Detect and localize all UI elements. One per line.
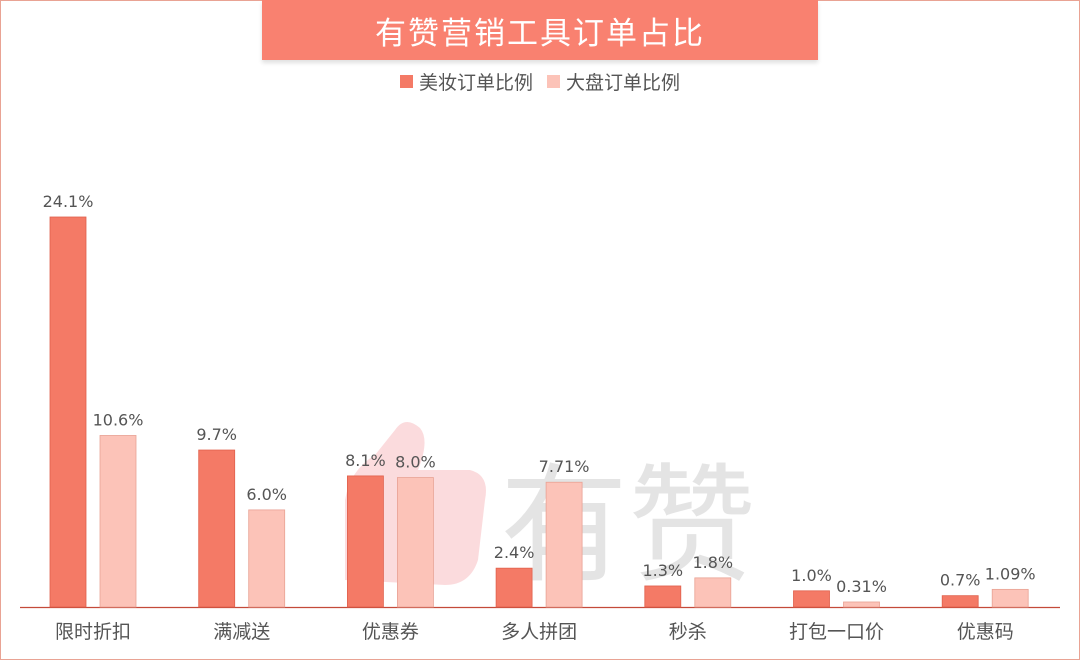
watermark-text: 有赞 [500, 452, 756, 601]
legend-swatch-series-1 [399, 75, 413, 88]
bar-2-6 [991, 588, 1029, 608]
category-label-5: 打包一口价 [789, 621, 884, 643]
value-label-1-0: 24.1% [43, 192, 94, 211]
value-label-1-3: 2.4% [494, 543, 535, 562]
category-label-2: 优惠券 [362, 621, 419, 643]
bar-1-5 [793, 590, 830, 608]
chart-legend: 美妆订单比例 大盘订单比例 [0, 68, 1080, 95]
bar-2-3 [545, 481, 583, 608]
category-label-3: 多人拼团 [501, 621, 577, 643]
value-label-1-6: 0.7% [940, 571, 981, 590]
category-label-0: 限时折扣 [55, 621, 131, 643]
value-label-1-2: 8.1% [345, 451, 386, 470]
bar-2-0 [99, 435, 137, 608]
legend-swatch-series-2 [547, 75, 560, 88]
value-label-2-3: 7.71% [539, 457, 590, 476]
bar-1-4 [644, 585, 682, 608]
bar-2-5 [843, 601, 880, 608]
bar-1-2 [346, 475, 384, 608]
value-label-2-1: 6.0% [246, 485, 287, 504]
legend-label-series-2: 大盘订单比例 [566, 72, 681, 94]
bar-2-2 [396, 477, 434, 608]
category-label-4: 秒杀 [669, 621, 707, 643]
value-label-2-6: 1.09% [985, 564, 1036, 583]
bar-2-1 [248, 509, 286, 608]
chart-title-bar: 有赞营销工具订单占比 [262, 0, 818, 60]
chart-title: 有赞营销工具订单占比 [375, 15, 705, 52]
bar-1-1 [198, 449, 236, 608]
bar-1-6 [941, 595, 979, 608]
value-label-1-5: 1.0% [791, 566, 832, 585]
bar-1-3 [495, 567, 533, 608]
value-label-2-5: 0.31% [836, 577, 887, 596]
legend-label-series-1: 美妆订单比例 [418, 72, 533, 94]
category-label-1: 满减送 [213, 621, 270, 643]
legend-item-series-2: 大盘订单比例 [547, 68, 680, 95]
category-label-6: 优惠码 [957, 621, 1014, 643]
legend-item-series-1: 美妆订单比例 [399, 68, 533, 95]
value-label-2-4: 1.8% [692, 553, 733, 572]
bar-1-0 [49, 216, 87, 608]
value-label-1-4: 1.3% [642, 561, 683, 580]
value-label-2-0: 10.6% [93, 410, 144, 429]
value-label-2-2: 8.0% [395, 453, 436, 472]
value-label-1-1: 9.7% [196, 425, 237, 444]
bar-2-4 [694, 577, 732, 608]
